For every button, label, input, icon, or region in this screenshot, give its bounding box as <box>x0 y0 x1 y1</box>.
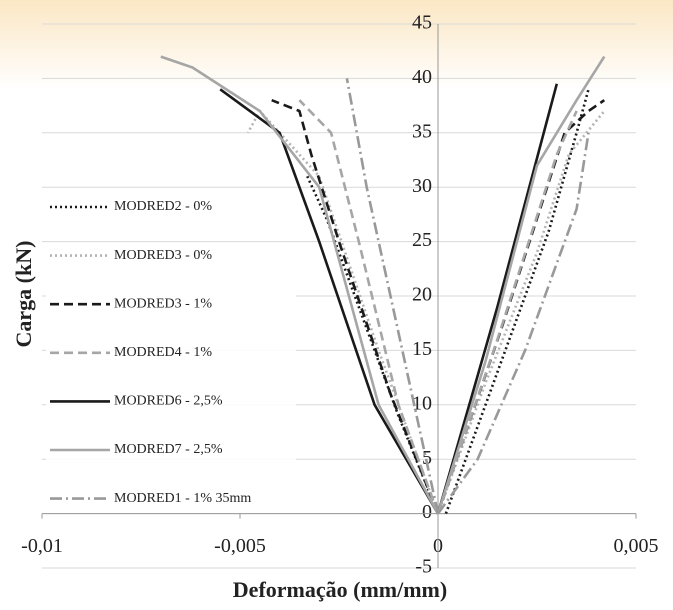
legend-label: MODRED4 - 1% <box>114 345 212 360</box>
legend: MODRED2 - 0% MODRED3 - 0% MODRED3 - 1% MODR… <box>46 196 296 510</box>
y-tick-label: -5 <box>415 556 432 578</box>
y-tick-label: 45 <box>412 12 432 34</box>
y-tick-label: 5 <box>422 447 432 469</box>
series-line <box>160 55 606 515</box>
y-tick-label: 0 <box>422 501 432 523</box>
legend-bg <box>46 439 296 461</box>
series-line <box>219 83 559 515</box>
x-tick-label: -0,005 <box>214 535 266 557</box>
y-tick-label: 30 <box>412 175 432 197</box>
legend-bg <box>46 341 296 364</box>
y-axis-title: Carga (kN) <box>11 241 36 348</box>
legend-label: MODRED3 - 1% <box>114 296 212 311</box>
legend-label: MODRED3 - 0% <box>114 248 212 263</box>
y-tick-label: 20 <box>412 284 432 306</box>
legend-label: MODRED2 - 0% <box>114 199 212 214</box>
legend-label: MODRED1 - 1% 35mm <box>114 491 251 506</box>
series-line <box>298 99 578 515</box>
x-tick-label: 0,005 <box>614 535 659 557</box>
legend-label: MODRED7 - 2,5% <box>114 442 223 457</box>
legend-bg <box>46 244 296 267</box>
legend-label: MODRED6 - 2,5% <box>114 394 223 409</box>
plot <box>160 55 606 515</box>
y-tick-label: 35 <box>412 120 432 142</box>
y-tick-label: 10 <box>412 392 432 414</box>
legend-bg <box>46 293 296 316</box>
legend-bg <box>46 390 296 413</box>
y-tick-label: 25 <box>412 229 432 251</box>
y-tick-label: 15 <box>412 338 432 360</box>
x-tick-label: -0,01 <box>21 535 63 557</box>
legend-bg <box>46 487 296 510</box>
series-line <box>345 78 590 515</box>
background <box>0 0 673 90</box>
legend-bg <box>46 196 296 218</box>
x-axis-title: Deformação (mm/mm) <box>233 577 447 602</box>
y-tick-label: 40 <box>412 66 432 88</box>
